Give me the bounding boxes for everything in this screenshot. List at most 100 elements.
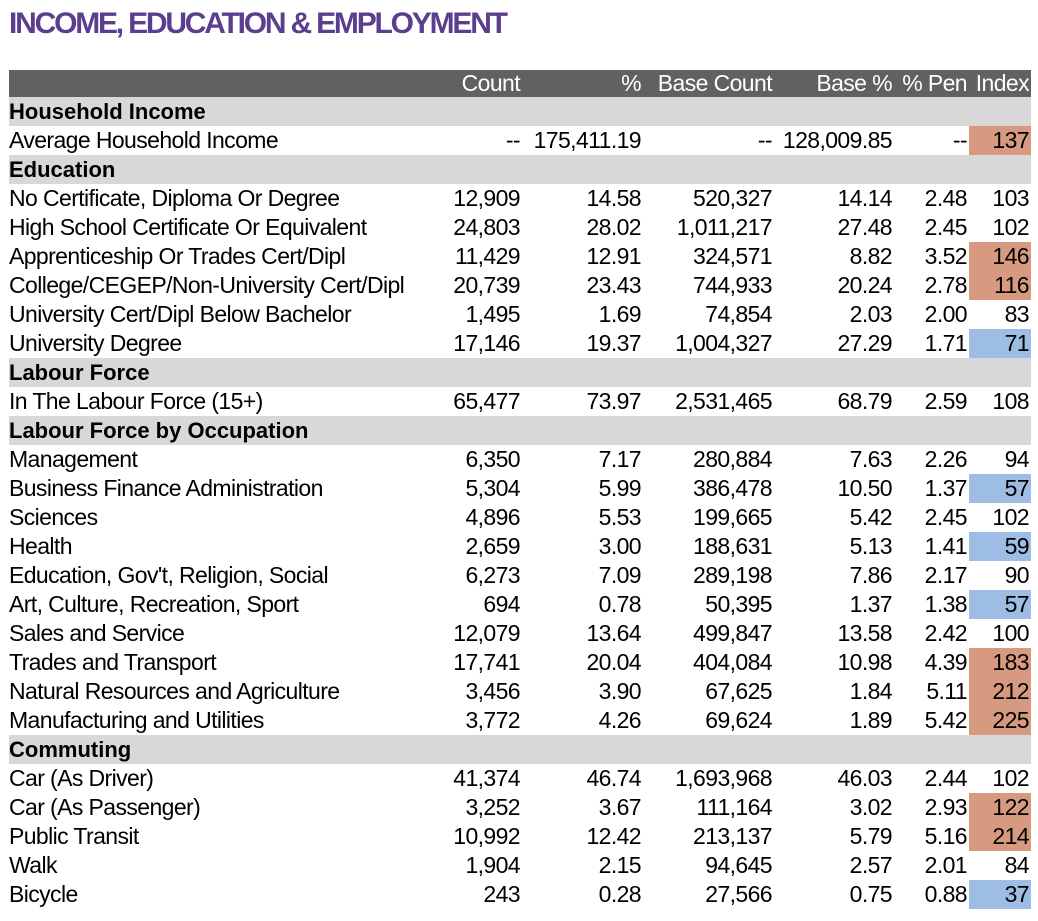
base-count-cell: 289,198 (693, 562, 773, 588)
header-count: Count (443, 70, 522, 97)
row-label: Art, Culture, Recreation, Sport (9, 591, 299, 617)
count-cell: 11,429 (454, 243, 521, 269)
table-row: Manufacturing and Utilities 3,772 4.26 69,6… (9, 706, 1031, 735)
table-row: No Certificate, Diploma Or Degree 12,909 1… (9, 184, 1031, 213)
base-count-cell: 744,933 (693, 272, 773, 298)
count-cell: 1,904 (465, 852, 520, 878)
index-cell: 83 (1004, 301, 1030, 327)
percent-cell: 13.64 (586, 620, 641, 646)
pen-cell: 2.45 (924, 214, 968, 240)
count-cell: 65,477 (453, 388, 520, 414)
row-label: Bicycle (9, 881, 78, 907)
base-count-cell: 2,531,465 (675, 388, 773, 414)
table-row: Apprenticeship Or Trades Cert/Dipl 11,429… (9, 242, 1031, 271)
pen-cell: 2.17 (924, 562, 968, 588)
index-cell: 90 (1004, 562, 1030, 588)
row-label: Health (9, 533, 72, 559)
section-title: Commuting (9, 735, 1031, 764)
base-percent-cell: 13.58 (837, 620, 892, 646)
header-base-percent: Base % (774, 70, 894, 97)
index-cell: 183 (969, 648, 1031, 677)
base-count-cell: 94,645 (705, 852, 772, 878)
base-percent-cell: 5.42 (849, 504, 893, 530)
pen-cell: 1.71 (924, 330, 968, 356)
row-label: Car (As Passenger) (9, 794, 201, 820)
table-row: Public Transit 10,992 12.42 213,137 5.79 5.16… (9, 822, 1031, 851)
count-cell: 243 (483, 881, 520, 907)
index-cell: 59 (969, 532, 1031, 561)
base-percent-cell: 27.48 (837, 214, 892, 240)
percent-cell: 28.02 (586, 214, 641, 240)
percent-cell: 12.91 (586, 243, 641, 269)
percent-cell: 0.78 (598, 591, 642, 617)
row-label: Trades and Transport (9, 649, 217, 675)
section-header-row: Education (9, 155, 1031, 184)
percent-cell: 7.17 (598, 446, 642, 472)
row-label: In The Labour Force (15+) (9, 388, 263, 414)
base-percent-cell: 20.24 (837, 272, 892, 298)
count-cell: 694 (483, 591, 520, 617)
count-cell: 2,659 (465, 533, 520, 559)
row-label: Car (As Driver) (9, 765, 154, 791)
header-label-cell (9, 70, 443, 97)
base-count-cell: 188,631 (693, 533, 773, 559)
pen-cell: 2.45 (924, 504, 968, 530)
percent-cell: 2.15 (598, 852, 642, 878)
percent-cell: 12.42 (586, 823, 641, 849)
table-row: Natural Resources and Agriculture 3,456 3.… (9, 677, 1031, 706)
table-row: Sciences 4,896 5.53 199,665 5.42 2.45 102 (9, 503, 1031, 532)
index-cell: 122 (969, 793, 1031, 822)
base-count-cell: 67,625 (705, 678, 772, 704)
percent-cell: 14.58 (586, 185, 641, 211)
table-row: University Degree 17,146 19.37 1,004,327 27.… (9, 329, 1031, 358)
percent-cell: 23.43 (586, 272, 641, 298)
section-header-row: Labour Force by Occupation (9, 416, 1031, 445)
row-label: Natural Resources and Agriculture (9, 678, 340, 704)
index-cell: 102 (992, 214, 1029, 240)
count-cell: 1,495 (465, 301, 520, 327)
index-cell: 84 (1004, 852, 1030, 878)
base-count-cell: 499,847 (693, 620, 773, 646)
row-label: College/CEGEP/Non-University Cert/Dipl (9, 272, 405, 298)
base-percent-cell: 0.75 (849, 881, 893, 907)
table-row: Trades and Transport 17,741 20.04 404,084 10… (9, 648, 1031, 677)
base-percent-cell: 1.84 (849, 678, 893, 704)
table-body: Household Income Average Household Income… (9, 97, 1031, 909)
pen-cell: 0.88 (924, 881, 968, 907)
percent-cell: 20.04 (586, 649, 641, 675)
base-percent-cell: 5.79 (849, 823, 893, 849)
index-cell: 37 (969, 880, 1031, 909)
base-percent-cell: 27.29 (837, 330, 892, 356)
base-count-cell: -- (757, 127, 773, 153)
count-cell: 41,374 (453, 765, 520, 791)
base-count-cell: 199,665 (693, 504, 773, 530)
row-label: Apprenticeship Or Trades Cert/Dipl (9, 243, 346, 269)
table-row: Car (As Passenger) 3,252 3.67 111,164 3.02 2.… (9, 793, 1031, 822)
base-percent-cell: 2.03 (849, 301, 893, 327)
pen-cell: 2.59 (924, 388, 968, 414)
percent-cell: 3.67 (598, 794, 642, 820)
pen-cell: 1.38 (924, 591, 968, 617)
base-count-cell: 386,478 (693, 475, 773, 501)
data-table: Count % Base Count Base % % Pen Index Ho… (9, 70, 1031, 909)
index-cell: 214 (969, 822, 1031, 851)
table-row: Car (As Driver) 41,374 46.74 1,693,968 46.03… (9, 764, 1031, 793)
section-header-row: Labour Force (9, 358, 1031, 387)
row-label: Sciences (9, 504, 98, 530)
index-cell: 100 (992, 620, 1029, 646)
section-header-row: Household Income (9, 97, 1031, 126)
header-pen: % Pen (894, 70, 969, 97)
percent-cell: 5.53 (598, 504, 642, 530)
percent-cell: 1.69 (598, 301, 642, 327)
base-count-cell: 324,571 (693, 243, 773, 269)
table-row: Average Household Income -- 175,411.19 -- 12… (9, 126, 1031, 155)
count-cell: 5,304 (465, 475, 520, 501)
table-row: Health 2,659 3.00 188,631 5.13 1.41 59 (9, 532, 1031, 561)
pen-cell: 5.11 (926, 678, 967, 704)
base-count-cell: 520,327 (693, 185, 773, 211)
count-cell: 3,252 (465, 794, 520, 820)
base-count-cell: 404,084 (693, 649, 773, 675)
percent-cell: 46.74 (586, 765, 641, 791)
base-count-cell: 1,011,217 (676, 214, 773, 240)
base-percent-cell: 14.14 (837, 185, 892, 211)
